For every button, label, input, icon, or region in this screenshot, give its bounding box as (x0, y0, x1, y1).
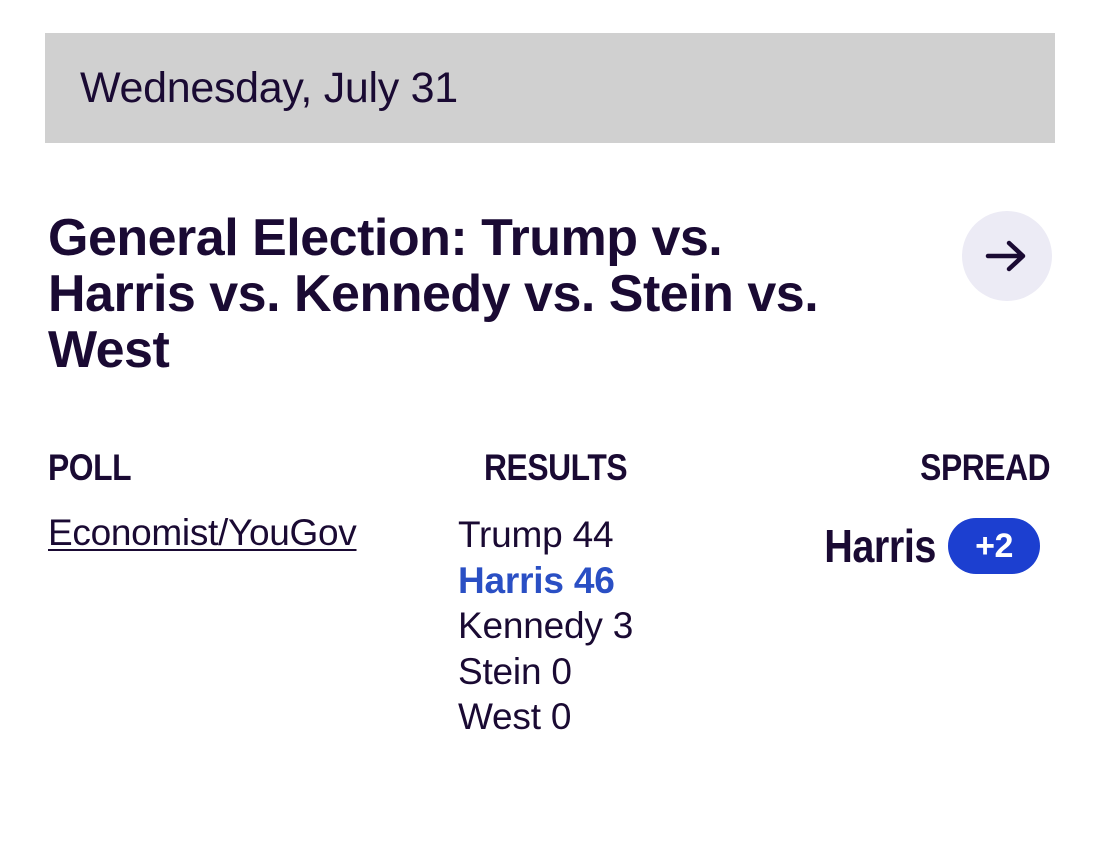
spread-column-header: SPREAD (919, 447, 1050, 488)
result-row-west: West 0 (458, 696, 572, 737)
spread-badge: +2 (948, 518, 1040, 574)
results-column-header: RESULTS (484, 447, 628, 488)
race-title[interactable]: General Election: Trump vs. Harris vs. K… (48, 209, 819, 379)
date-header-bar: Wednesday, July 31 (45, 33, 1055, 143)
poll-column-header: POLL (48, 447, 132, 488)
result-row-trump: Trump 44 (458, 514, 614, 555)
race-details-button[interactable] (962, 211, 1052, 301)
result-row-stein: Stein 0 (458, 650, 572, 692)
date-header: Wednesday, July 31 (80, 63, 458, 112)
result-row-harris: Harris 46 (458, 559, 615, 601)
result-row-kennedy: Kennedy 3 (458, 605, 634, 646)
spread-display: Harris +2 (806, 518, 1040, 574)
spread-leader: Harris (824, 520, 936, 572)
results-list: Trump 44 Harris 46 Kennedy 3 Stein 0 Wes… (458, 512, 633, 740)
poll-link[interactable]: Economist/YouGov (48, 512, 357, 553)
arrow-right-icon (985, 240, 1026, 272)
